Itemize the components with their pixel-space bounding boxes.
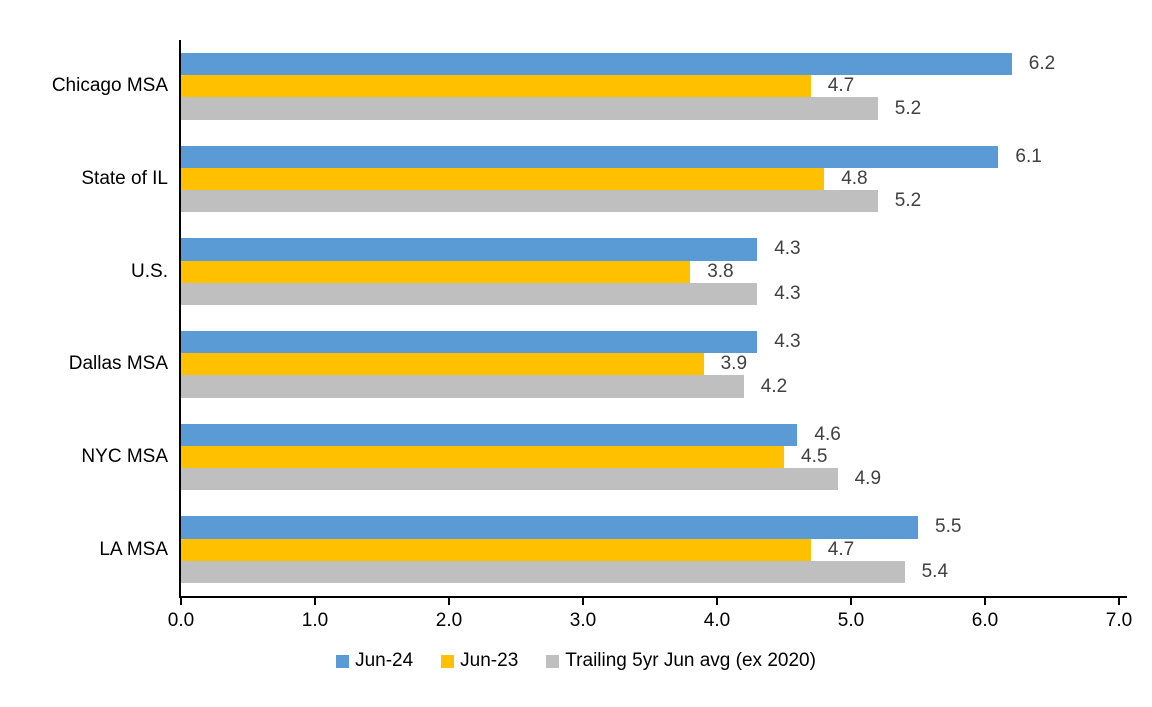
bar-value-label: 4.6 [814, 423, 841, 445]
legend-label: Jun-24 [355, 650, 414, 671]
bar [181, 190, 878, 213]
x-axis-tick-label: 1.0 [301, 610, 329, 631]
x-axis-tick [716, 598, 718, 605]
x-axis-tick-label: 6.0 [971, 610, 999, 631]
legend-item: Jun-23 [441, 650, 518, 672]
category-label: Chicago MSA [51, 75, 168, 97]
bar [181, 468, 838, 491]
legend-label: Jun-23 [460, 650, 519, 671]
category-label: Dallas MSA [68, 353, 168, 375]
x-axis-tick-label: 3.0 [569, 610, 597, 631]
x-axis-tick [448, 598, 450, 605]
category-label: U.S. [131, 260, 168, 282]
bar-value-label: 5.2 [894, 190, 922, 212]
legend-swatch [441, 654, 455, 668]
legend: Jun-24 Jun-23 Trailing 5yr Jun avg (ex 202… [0, 648, 1152, 674]
bar [181, 538, 811, 561]
x-axis-tick-label: 7.0 [1105, 610, 1133, 631]
bar [181, 75, 811, 98]
y-axis-line [179, 40, 181, 598]
bar-value-label: 4.2 [760, 375, 788, 397]
x-axis-tick-label: 2.0 [435, 610, 463, 631]
bar [181, 423, 798, 446]
category-label: NYC MSA [81, 446, 168, 467]
x-axis-tick [180, 598, 182, 605]
bar-value-label: 5.5 [935, 516, 962, 538]
legend-item: Jun-24 [336, 650, 413, 672]
bar [181, 238, 758, 261]
category-label: State of IL [81, 168, 168, 189]
x-axis-tick [582, 598, 584, 605]
x-axis-tick [314, 598, 316, 605]
bar [181, 445, 784, 469]
bar [181, 353, 704, 376]
category-axis: Chicago MSA State of IL U.S. Dallas MSA NYC … [0, 40, 168, 596]
bar-value-label: 5.2 [894, 97, 922, 119]
x-axis-tick-label: 0.0 [167, 610, 195, 631]
bar [181, 145, 999, 168]
bar-value-label: 4.7 [827, 538, 855, 560]
legend-swatch [546, 654, 560, 668]
legend-swatch [336, 654, 350, 668]
x-axis-line [179, 596, 1127, 598]
bar-value-label: 4.3 [774, 331, 801, 353]
bar [181, 560, 905, 584]
bar-value-label: 3.9 [720, 353, 748, 375]
bar-value-label: 6.1 [1015, 145, 1042, 167]
x-axis-tick-label: 5.0 [837, 610, 865, 631]
bar [181, 330, 758, 354]
plot-area: 6.2 4.7 5.2 6.1 4.8 5.2 4.3 3.8 4.3 4.3 3.9 4.2 4.6 4… [181, 40, 1119, 596]
bar-value-label: 4.9 [854, 468, 882, 490]
bar-value-label: 4.3 [774, 282, 801, 304]
bar-value-label: 3.8 [707, 260, 734, 282]
legend-label: Trailing 5yr Jun avg (ex 2020) [565, 650, 816, 671]
bar [181, 97, 878, 120]
bar-value-label: 4.7 [827, 75, 855, 97]
x-axis-tick [984, 598, 986, 605]
bar-value-label: 5.4 [921, 560, 949, 582]
x-axis-tick-label: 4.0 [703, 610, 731, 631]
bar-value-label: 4.3 [774, 238, 801, 260]
bar [181, 167, 825, 191]
bar-value-label: 4.8 [841, 168, 868, 189]
x-axis-tick [1118, 598, 1120, 605]
bar [181, 375, 744, 398]
bar-value-label: 6.2 [1028, 53, 1056, 75]
bar-value-label: 4.5 [801, 446, 828, 467]
category-label: LA MSA [99, 538, 168, 560]
bar [181, 282, 758, 306]
bar [181, 260, 691, 283]
legend-item: Trailing 5yr Jun avg (ex 2020) [546, 650, 816, 672]
bar [181, 516, 918, 539]
bar [181, 52, 1012, 76]
x-axis-tick [850, 598, 852, 605]
